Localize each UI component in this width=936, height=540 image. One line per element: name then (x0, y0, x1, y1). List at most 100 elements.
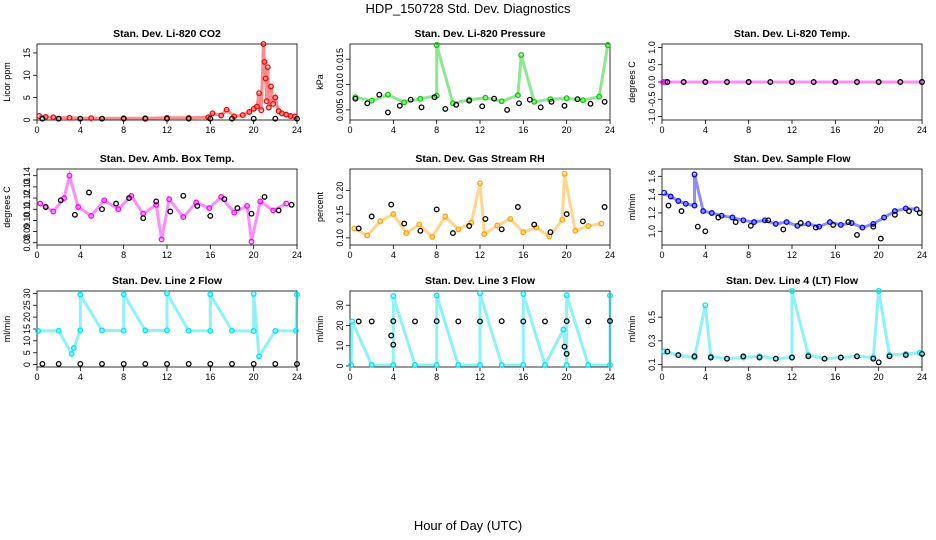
series-reference-point (664, 79, 671, 85)
series-sample-point (223, 106, 230, 113)
series-sample-point (101, 197, 108, 204)
x-tick-label: 12 (787, 250, 797, 260)
series-reference-point (388, 332, 395, 339)
x-tick-label: 4 (391, 372, 396, 382)
y-tick-label: 0 (22, 362, 32, 367)
series-reference-point (221, 196, 228, 203)
series-reference-point (368, 213, 375, 220)
series-sample-point (477, 180, 483, 187)
series-sample-point (891, 208, 898, 215)
panel-title: Stan. Dev. Amb. Box Temp. (100, 153, 235, 165)
series-sample-point (675, 198, 682, 204)
series-sample-point (751, 219, 758, 226)
series-reference-point (388, 201, 395, 208)
y-tick-label: 20 (22, 312, 32, 322)
x-tick-label: 8 (121, 250, 126, 260)
series-reference-point (250, 360, 257, 367)
series-sample-point (585, 362, 592, 368)
panel-title: Stan. Dev. Line 2 Flow (112, 275, 223, 287)
series-reference-point (789, 354, 795, 361)
series-reference-point (207, 212, 214, 219)
series-sample-band (663, 174, 917, 230)
series-reference-point (39, 115, 46, 122)
series-sample-point (250, 328, 257, 335)
series-sample-point (607, 292, 613, 299)
y-axis-label: kPa (315, 74, 325, 90)
series-sample-point (729, 214, 736, 221)
series-sample-point (848, 220, 855, 226)
series-sample-point (805, 220, 812, 227)
series-sample-point (700, 208, 707, 215)
series-reference-point (294, 115, 300, 122)
series-reference-point (55, 115, 62, 122)
series-sample-point (661, 348, 668, 355)
series-reference-point (86, 189, 92, 196)
series-reference-point (396, 102, 403, 109)
x-tick-label: 24 (605, 250, 615, 260)
series-sample-point (691, 202, 698, 209)
series-reference-point (229, 115, 235, 122)
series-sample-point (120, 327, 127, 334)
series-reference-point (453, 101, 460, 108)
series-reference-point (916, 210, 923, 216)
x-tick-label: 0 (347, 250, 352, 260)
series-reference-point (607, 318, 613, 324)
series-reference-point (142, 360, 149, 367)
x-tick-label: 4 (78, 372, 83, 382)
series-sample-point (88, 212, 95, 219)
series-reference-point (772, 355, 779, 362)
y-axis-label: ml/min (315, 316, 325, 343)
series-sample-point (433, 362, 440, 368)
series-reference-point (906, 208, 912, 215)
series-reference-point (248, 210, 255, 217)
series-sample-point (272, 94, 279, 101)
series-sample-point (837, 221, 844, 228)
x-tick-label: 8 (746, 372, 751, 382)
series-sample-point (560, 326, 567, 333)
series-sample-point (708, 210, 715, 216)
series-sample-point (875, 288, 882, 294)
x-tick-label: 4 (391, 250, 396, 260)
series-reference-point (797, 220, 804, 226)
panel-3: Stan. Dev. Li-820 Temp. 0 4 8 12 16 20 24 -1.0-0… (627, 28, 927, 135)
series-reference-point (352, 95, 359, 102)
series-reference-point (498, 226, 505, 233)
x-tick-label: 0 (347, 125, 352, 135)
series-sample-point (75, 204, 82, 210)
series-sample-point (264, 64, 271, 71)
series-reference-point (42, 204, 49, 210)
x-tick-label: 16 (205, 250, 215, 260)
series-reference-point (531, 221, 538, 228)
panel-4: Stan. Dev. Amb. Box Temp. 0 4 8 12 16 20 24 0.08… (2, 153, 302, 260)
series-sample-point (691, 171, 698, 178)
plot-frame (349, 43, 611, 121)
series-reference-point (877, 235, 884, 242)
series-sample-point (77, 327, 84, 334)
series-sample-point (142, 327, 149, 334)
series-sample-point (607, 362, 613, 368)
y-tick-label: 0.08 (22, 234, 32, 252)
series-sample-point (244, 202, 251, 209)
series-reference-point (466, 97, 473, 104)
x-tick-label: 20 (562, 372, 572, 382)
series-sample-point (209, 110, 216, 117)
series-reference-point (680, 79, 687, 85)
series-reference-point (702, 228, 709, 235)
series-reference-point (180, 192, 187, 199)
series-sample-point (218, 112, 225, 119)
x-tick-label: 20 (562, 125, 572, 135)
series-sample-point (164, 290, 170, 297)
series-reference-point (767, 79, 774, 85)
y-tick-label: 0.20 (335, 182, 345, 200)
x-tick-label: 0 (34, 372, 39, 382)
series-sample-point (292, 327, 299, 334)
series-reference-point (368, 318, 375, 325)
series-reference-point (71, 211, 78, 218)
series-reference-point (39, 360, 46, 367)
y-tick-label: 0.5 (647, 311, 657, 324)
x-tick-label: 24 (917, 250, 927, 260)
series-reference-point (185, 360, 192, 367)
y-tick-label: 0.0 (647, 76, 657, 89)
series-reference-point (120, 360, 127, 367)
